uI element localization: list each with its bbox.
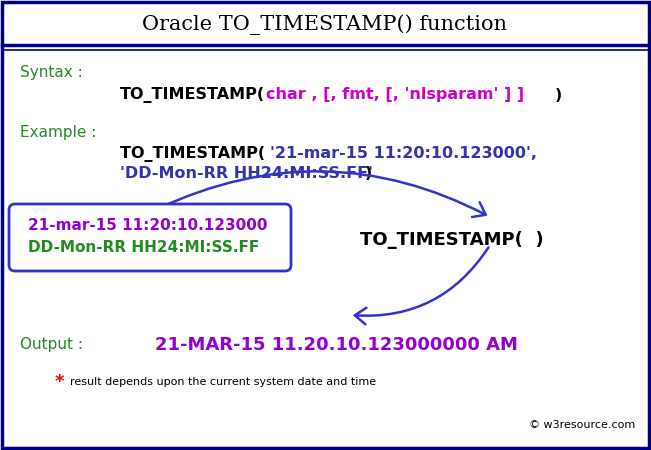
- Text: Output :: Output :: [20, 338, 83, 352]
- Text: © w3resource.com: © w3resource.com: [529, 420, 635, 430]
- Text: Syntax :: Syntax :: [20, 64, 83, 80]
- Text: ): ): [555, 87, 562, 103]
- Text: Example :: Example :: [20, 125, 96, 140]
- Text: 21-MAR-15 11.20.10.123000000 AM: 21-MAR-15 11.20.10.123000000 AM: [155, 336, 518, 354]
- Text: ): ): [365, 166, 372, 181]
- Text: TO_TIMESTAMP(: TO_TIMESTAMP(: [120, 146, 271, 162]
- Text: TO_TIMESTAMP(: TO_TIMESTAMP(: [120, 87, 265, 103]
- FancyArrowPatch shape: [158, 171, 486, 217]
- Text: Oracle TO_TIMESTAMP() function: Oracle TO_TIMESTAMP() function: [143, 15, 508, 36]
- Text: 21-mar-15 11:20:10.123000: 21-mar-15 11:20:10.123000: [28, 217, 268, 233]
- Text: 'DD-Mon-RR HH24:MI:SS.FF': 'DD-Mon-RR HH24:MI:SS.FF': [120, 166, 373, 181]
- Text: *: *: [55, 373, 64, 391]
- Text: DD-Mon-RR HH24:MI:SS.FF: DD-Mon-RR HH24:MI:SS.FF: [28, 239, 259, 255]
- Text: '21-mar-15 11:20:10.123000',: '21-mar-15 11:20:10.123000',: [270, 147, 537, 162]
- FancyArrowPatch shape: [355, 248, 488, 324]
- Text: result depends upon the current system date and time: result depends upon the current system d…: [70, 377, 376, 387]
- FancyBboxPatch shape: [9, 204, 291, 271]
- Text: TO_TIMESTAMP(  ): TO_TIMESTAMP( ): [360, 231, 544, 249]
- Text: char , [, fmt, [, 'nlsparam' ] ]: char , [, fmt, [, 'nlsparam' ] ]: [266, 87, 524, 103]
